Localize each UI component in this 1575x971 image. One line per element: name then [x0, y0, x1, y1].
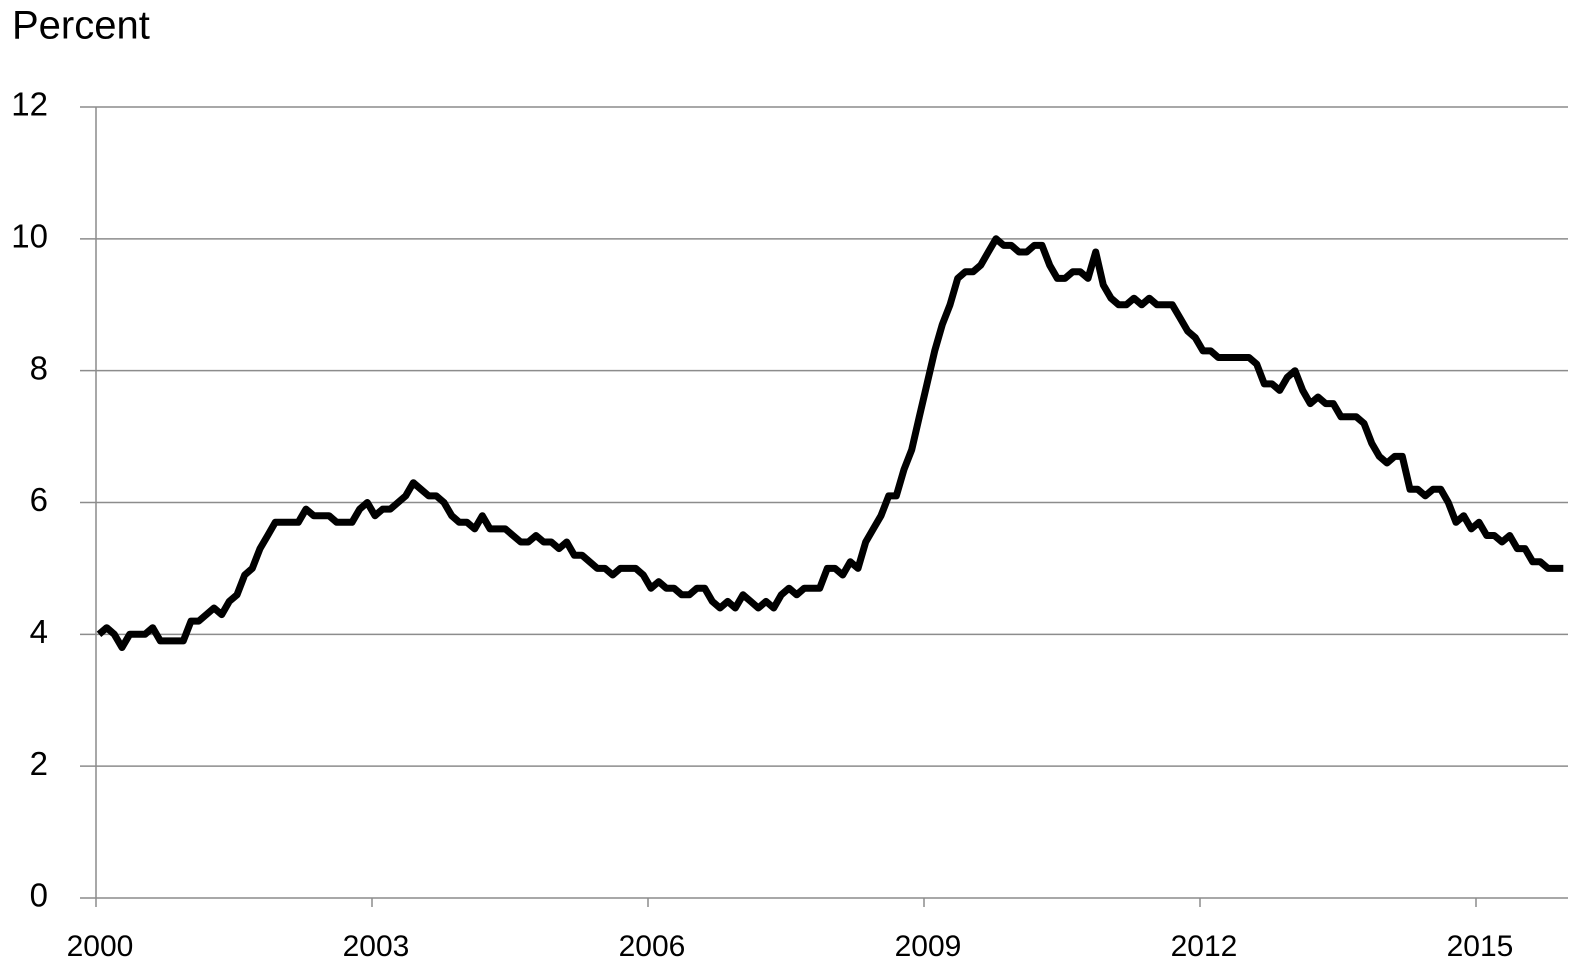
- y-tick-label: 12: [11, 86, 48, 123]
- x-tick-label: 2009: [895, 930, 962, 963]
- line-series: [96, 235, 1564, 651]
- y-tick-label: 8: [30, 349, 48, 386]
- y-tick-label: 0: [30, 877, 48, 914]
- y-axis-label: Percent: [12, 4, 150, 48]
- x-tick-label: 2015: [1447, 930, 1514, 963]
- y-tick-label: 4: [30, 613, 48, 650]
- y-tick-label: 2: [30, 745, 48, 782]
- y-tick-label: 10: [11, 218, 48, 255]
- x-tick-label: 2000: [67, 930, 134, 963]
- x-tick-label: 2006: [619, 930, 686, 963]
- y-tick-label: 6: [30, 481, 48, 518]
- x-tick-label: 2012: [1171, 930, 1238, 963]
- x-tick-label: 2003: [343, 930, 410, 963]
